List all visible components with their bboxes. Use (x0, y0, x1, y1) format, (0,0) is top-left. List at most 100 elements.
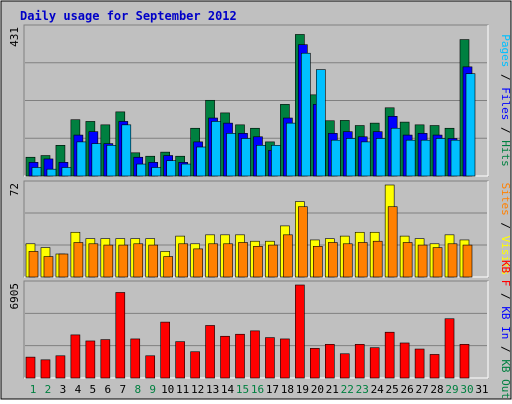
bar-kb-f-day-24 (369, 347, 380, 379)
bar-pages-day-29 (450, 139, 461, 177)
bar-sites-day-21 (327, 242, 338, 278)
bar-pages-day-15 (241, 138, 251, 177)
bar-kb-f-day-30 (459, 344, 470, 379)
bar-sites-day-11 (178, 243, 188, 278)
bar-kb-f-day-6 (100, 339, 111, 379)
bar-sites-day-28 (432, 247, 443, 278)
panel-hits-files-pages-series-label: Pages / Files / Hits (499, 34, 512, 167)
bar-kb-f-day-17 (265, 337, 275, 379)
series-label-part: / (499, 216, 512, 236)
bar-pages-day-13 (211, 121, 221, 177)
bar-sites-day-12 (193, 248, 203, 278)
bar-pages-day-6 (106, 145, 117, 177)
bar-pages-day-7 (121, 124, 132, 177)
panel-hits-files-pages-axis-max-label: 431 (8, 27, 21, 47)
panel-visits-sites-series-label: Sites / Visits (499, 183, 512, 276)
x-tick-label-day-10: 10 (161, 383, 174, 396)
bar-kb-f-day-8 (130, 338, 141, 379)
bar-sites-day-29 (447, 243, 458, 278)
bar-sites-day-18 (283, 234, 293, 278)
bar-pages-day-11 (181, 163, 191, 177)
x-tick-label-day-1: 1 (30, 383, 37, 396)
bar-kb-f-day-20 (310, 348, 320, 379)
series-label-part: Files (499, 87, 512, 120)
series-label-part: Sites (499, 183, 512, 216)
bar-pages-day-18 (286, 122, 296, 177)
x-tick-label-day-17: 17 (266, 383, 279, 396)
x-tick-label-day-24: 24 (371, 383, 385, 396)
x-tick-label-day-4: 4 (75, 383, 82, 396)
bar-sites-day-23 (357, 242, 368, 278)
bar-pages-day-1 (31, 167, 42, 177)
series-label-part: / (499, 67, 512, 87)
x-tick-label-day-25: 25 (386, 383, 399, 396)
bar-sites-day-22 (342, 243, 353, 278)
bar-sites-day-10 (163, 256, 173, 278)
bar-pages-day-25 (390, 127, 401, 177)
bar-sites-day-16 (253, 246, 263, 278)
bar-pages-day-20 (316, 69, 326, 177)
bar-sites-day-1 (28, 251, 39, 278)
x-tick-label-day-11: 11 (176, 383, 189, 396)
x-tick-label-day-15: 15 (236, 383, 249, 396)
bar-kb-f-day-12 (190, 351, 200, 379)
bar-pages-day-5 (91, 143, 102, 177)
series-label-part: KB Out (499, 359, 512, 399)
x-tick-label-day-19: 19 (296, 383, 309, 396)
bar-kb-f-day-19 (295, 284, 305, 379)
bar-sites-day-20 (313, 246, 323, 278)
x-tick-label-day-3: 3 (60, 383, 67, 396)
x-tick-label-day-5: 5 (90, 383, 97, 396)
bar-sites-day-27 (417, 244, 428, 278)
bar-pages-day-24 (375, 138, 386, 177)
bar-sites-day-6 (103, 244, 114, 278)
bar-sites-day-24 (372, 240, 383, 278)
bar-kb-f-day-23 (354, 344, 365, 379)
panel-visits-sites-axis-max-label: 72 (8, 183, 21, 196)
bar-pages-day-3 (61, 167, 72, 177)
x-tick-label-day-13: 13 (206, 383, 219, 396)
x-tick-label-day-7: 7 (119, 383, 126, 396)
bar-kb-f-day-14 (220, 335, 230, 379)
bar-sites-day-8 (133, 243, 144, 278)
panel-kb-f-kb-in-kb-out-series-label: KB F / KB In / KB Out (499, 260, 512, 399)
bar-kb-f-day-1 (25, 356, 36, 379)
series-label-part: Pages (499, 34, 512, 67)
bar-sites-day-15 (238, 242, 248, 278)
x-tick-label-day-22: 22 (341, 383, 354, 396)
bar-kb-f-day-7 (115, 292, 126, 379)
chart-title: Daily usage for September 2012 (20, 9, 237, 23)
bar-pages-day-22 (345, 138, 356, 177)
bar-sites-day-3 (58, 253, 69, 278)
bar-kb-f-day-26 (399, 342, 410, 379)
x-tick-label-day-9: 9 (149, 383, 156, 396)
panel-kb-f-kb-in-kb-out-axis-max-label: 6905 (8, 283, 21, 310)
bar-pages-day-21 (330, 139, 341, 177)
series-label-part: Hits (499, 140, 512, 167)
x-tick-label-day-21: 21 (326, 383, 339, 396)
x-tick-label-day-16: 16 (251, 383, 264, 396)
bar-sites-day-2 (43, 256, 54, 278)
bar-kb-f-day-28 (429, 354, 440, 379)
bar-kb-f-day-11 (175, 341, 185, 379)
bar-sites-day-7 (118, 244, 129, 278)
series-label-part: / (499, 339, 512, 359)
bar-sites-day-25 (387, 206, 398, 278)
bar-pages-day-26 (405, 139, 416, 177)
bar-pages-day-9 (151, 167, 162, 177)
bar-kb-f-day-10 (160, 321, 170, 379)
bar-kb-f-day-13 (205, 325, 215, 379)
bar-kb-f-day-9 (145, 355, 156, 379)
bar-sites-day-17 (268, 244, 278, 278)
bar-sites-day-4 (73, 242, 84, 278)
x-tick-label-day-8: 8 (134, 383, 141, 396)
x-tick-label-day-27: 27 (415, 383, 428, 396)
bar-kb-f-day-15 (235, 333, 245, 379)
bar-pages-day-17 (271, 145, 281, 177)
series-label-part: Visits (499, 236, 512, 276)
bar-kb-f-day-3 (55, 355, 66, 379)
x-tick-label-day-6: 6 (105, 383, 112, 396)
bar-kb-f-day-2 (40, 359, 51, 379)
bar-pages-day-28 (435, 138, 446, 177)
